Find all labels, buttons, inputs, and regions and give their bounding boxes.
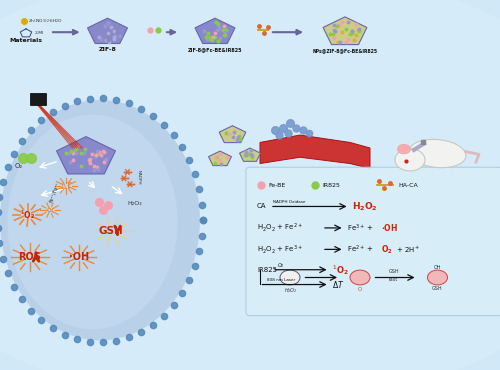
Text: Fe-BE: Fe-BE bbox=[268, 182, 285, 188]
Text: $\mathbf{\cdot OH}$: $\mathbf{\cdot OH}$ bbox=[381, 222, 398, 233]
Text: H₂O₂: H₂O₂ bbox=[128, 201, 142, 206]
Polygon shape bbox=[260, 135, 370, 168]
Text: 2-MI: 2-MI bbox=[35, 31, 44, 35]
Circle shape bbox=[280, 270, 300, 285]
Text: Materials: Materials bbox=[10, 38, 42, 43]
Text: $H_2O_2$: $H_2O_2$ bbox=[284, 286, 297, 295]
Text: 808 nm Laser: 808 nm Laser bbox=[267, 279, 295, 282]
Text: ROS: ROS bbox=[18, 252, 42, 262]
Text: NPs@ZIF-8@Fc-BE&IR825: NPs@ZIF-8@Fc-BE&IR825 bbox=[312, 48, 378, 54]
Text: $\mathbf{O_2}$: $\mathbf{O_2}$ bbox=[381, 243, 393, 256]
Text: IR825: IR825 bbox=[257, 267, 277, 273]
Text: OH: OH bbox=[434, 265, 442, 270]
Text: $\mathrm{H_2O_2}$ + Fe$^{2+}$: $\mathrm{H_2O_2}$ + Fe$^{2+}$ bbox=[257, 222, 303, 234]
Text: ·OH: ·OH bbox=[69, 252, 89, 262]
Polygon shape bbox=[195, 18, 235, 44]
Text: NADPH: NADPH bbox=[137, 170, 141, 185]
Polygon shape bbox=[219, 126, 246, 142]
Circle shape bbox=[350, 270, 370, 285]
Polygon shape bbox=[240, 148, 260, 161]
Ellipse shape bbox=[8, 115, 177, 329]
Text: Fe$^{2+}$ +: Fe$^{2+}$ + bbox=[347, 244, 375, 255]
Text: HA-CA: HA-CA bbox=[398, 182, 418, 188]
Text: $\mathbf{H_2O_2}$: $\mathbf{H_2O_2}$ bbox=[352, 200, 378, 213]
Text: ZIF-8: ZIF-8 bbox=[98, 47, 116, 52]
Polygon shape bbox=[323, 17, 367, 44]
Text: $\mathrm{H_2O_2}$ + Fe$^{3+}$: $\mathrm{H_2O_2}$ + Fe$^{3+}$ bbox=[257, 243, 303, 256]
Text: Fe²⁺/Fe³⁺: Fe²⁺/Fe³⁺ bbox=[48, 181, 60, 203]
Text: IR825: IR825 bbox=[322, 182, 340, 188]
FancyBboxPatch shape bbox=[30, 92, 46, 105]
Text: NADPH Oxidase: NADPH Oxidase bbox=[273, 200, 306, 204]
Text: Zn(NO$_3$)$_2$·6H$_2$O: Zn(NO$_3$)$_2$·6H$_2$O bbox=[28, 18, 63, 25]
Circle shape bbox=[398, 144, 410, 154]
Polygon shape bbox=[56, 137, 116, 174]
Text: ZIF-8@Fc-BE&IR825: ZIF-8@Fc-BE&IR825 bbox=[188, 47, 242, 52]
Polygon shape bbox=[208, 151, 232, 165]
Circle shape bbox=[428, 270, 448, 285]
Text: Fe$^{3+}$ +: Fe$^{3+}$ + bbox=[347, 222, 375, 233]
Text: O: O bbox=[358, 287, 362, 292]
Text: $\Delta T$: $\Delta T$ bbox=[332, 279, 344, 290]
Text: $\Delta$T: $\Delta$T bbox=[60, 180, 72, 191]
Circle shape bbox=[395, 149, 425, 171]
Ellipse shape bbox=[409, 139, 466, 168]
Text: $^1$O₂: $^1$O₂ bbox=[20, 208, 35, 221]
Text: CA: CA bbox=[257, 204, 266, 209]
Polygon shape bbox=[88, 18, 128, 44]
FancyBboxPatch shape bbox=[246, 167, 500, 316]
Text: GSH: GSH bbox=[98, 226, 124, 236]
Ellipse shape bbox=[0, 100, 200, 340]
Text: $^1\mathbf{O_2}$: $^1\mathbf{O_2}$ bbox=[332, 263, 349, 277]
Text: GSH: GSH bbox=[432, 286, 443, 291]
Text: fast: fast bbox=[388, 277, 398, 282]
Text: + 2H$^+$: + 2H$^+$ bbox=[396, 244, 420, 255]
Text: GSH: GSH bbox=[388, 269, 399, 275]
Text: O₂: O₂ bbox=[46, 208, 54, 213]
Text: $O_2$: $O_2$ bbox=[277, 261, 284, 270]
Text: O₂: O₂ bbox=[15, 163, 23, 169]
